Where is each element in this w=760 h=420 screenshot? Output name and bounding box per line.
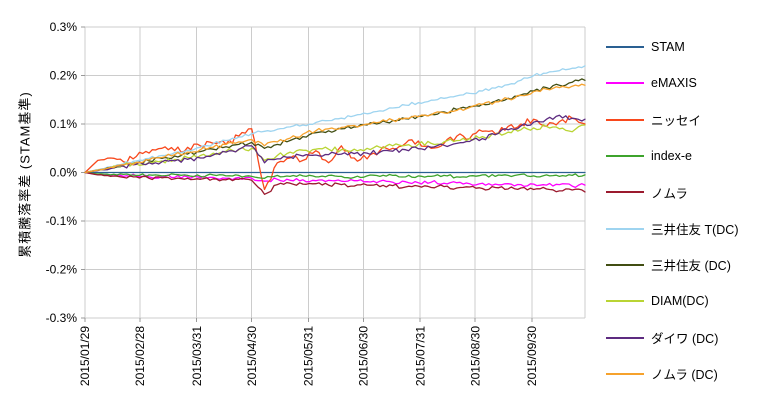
- series-line-2: [84, 171, 586, 189]
- y-tick-label: 0.3%: [50, 20, 78, 34]
- legend-item-10: ノムラ (DC): [606, 356, 758, 392]
- legend-swatch: [606, 227, 644, 230]
- legend-item-1: STAM: [606, 29, 758, 65]
- y-tick-label: 0.1%: [50, 117, 78, 131]
- legend-item-7: 三井住友 (DC): [606, 247, 758, 283]
- x-tick-label: 2015/02/28: [133, 326, 147, 386]
- y-tick-label: 0.2%: [50, 69, 78, 83]
- x-tick-label: 2015/06/30: [357, 326, 371, 386]
- x-tick-labels: 2015/01/29 2015/02/28 2015/03/31 2015/04/30…: [78, 326, 539, 386]
- legend: STAM eMAXIS ニッセイ index-e ノムラ三井住友 T(DC) 三井住友 (…: [606, 29, 758, 392]
- legend-swatch: [606, 118, 644, 121]
- legend-item-9: ダイワ (DC): [606, 319, 758, 355]
- legend-label: STAM: [651, 40, 685, 55]
- x-tick-label: 2015/07/31: [413, 326, 427, 386]
- legend-swatch: [606, 191, 644, 194]
- y-tick-label: -0.2%: [46, 263, 78, 277]
- axis-ticks: [81, 26, 533, 322]
- series-line-5: [84, 171, 586, 195]
- legend-item-6: 三井住友 T(DC): [606, 210, 758, 246]
- series-line-3: [84, 115, 586, 191]
- x-tick-label: 2015/03/31: [190, 326, 204, 386]
- x-tick-label: 2015/05/31: [302, 326, 316, 386]
- legend-swatch: [606, 82, 644, 85]
- legend-label: ニッセイ: [651, 114, 702, 129]
- legend-swatch: [606, 300, 644, 303]
- x-tick-label: 2015/04/30: [245, 326, 259, 386]
- x-tick-label: 2015/08/30: [468, 326, 482, 386]
- legend-item-3: ニッセイ: [606, 102, 758, 138]
- series-line-4: [84, 171, 586, 179]
- y-tick-label: 0.0%: [50, 166, 78, 180]
- legend-swatch: [606, 46, 644, 49]
- series-line-10: [84, 83, 586, 174]
- legend-swatch: [606, 155, 644, 158]
- series-line-8: [84, 124, 586, 174]
- legend-item-2: eMAXIS: [606, 65, 758, 101]
- legend-label: 三井住友 T(DC): [651, 223, 739, 238]
- series-lines: [84, 65, 586, 195]
- y-tick-label: -0.1%: [46, 214, 78, 228]
- legend-item-5: ノムラ: [606, 174, 758, 210]
- x-tick-label: 2015/09/30: [525, 326, 539, 386]
- legend-item-8: DIAM(DC): [606, 283, 758, 319]
- legend-label: index-e: [651, 149, 692, 164]
- legend-label: eMAXIS: [651, 76, 697, 91]
- legend-label: ダイワ (DC): [651, 332, 719, 347]
- y-tick-label: -0.3%: [46, 311, 78, 325]
- legend-swatch: [606, 372, 644, 375]
- legend-label: ノムラ: [651, 186, 688, 201]
- legend-item-4: index-e: [606, 138, 758, 174]
- legend-swatch: [606, 263, 644, 266]
- legend-label: ノムラ (DC): [651, 368, 718, 383]
- legend-swatch: [606, 336, 644, 339]
- legend-label: 三井住友 (DC): [651, 259, 731, 274]
- x-tick-label: 2015/01/29: [78, 326, 92, 386]
- series-line-9: [84, 114, 586, 174]
- y-tick-labels: 0.3% 0.2% 0.1% 0.0% -0.1% -0.2% -0.3%: [46, 20, 78, 325]
- legend-label: DIAM(DC): [651, 294, 709, 309]
